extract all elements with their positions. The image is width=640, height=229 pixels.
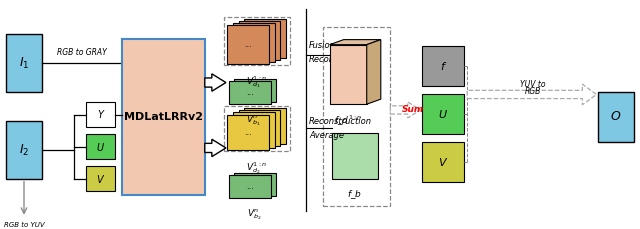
Text: $f$: $f$ [440, 60, 447, 72]
Text: $f\_b$: $f\_b$ [347, 188, 362, 201]
Polygon shape [205, 139, 226, 157]
Text: Reconstruction: Reconstruction [309, 55, 372, 64]
Bar [332, 133, 378, 179]
Bar [244, 19, 286, 58]
Bar [86, 134, 115, 159]
Bar [227, 25, 269, 64]
Bar [323, 27, 390, 206]
Text: ...: ... [244, 40, 252, 49]
Text: MDLatLRRv2: MDLatLRRv2 [124, 112, 203, 122]
Text: ...: ... [244, 128, 252, 137]
Text: Average: Average [309, 131, 344, 140]
Text: RGB: RGB [525, 87, 541, 96]
Bar [86, 102, 115, 127]
Bar [239, 21, 280, 60]
Text: $V_{d_2}^{1:n}$: $V_{d_2}^{1:n}$ [246, 160, 268, 176]
Bar [233, 23, 275, 62]
Text: $V$: $V$ [96, 173, 106, 185]
Bar [422, 94, 464, 134]
Bar [239, 110, 280, 146]
Bar [224, 17, 290, 65]
Text: $V_{b_2}^{n}$: $V_{b_2}^{n}$ [246, 207, 261, 222]
Text: $I_1$: $I_1$ [19, 55, 29, 71]
Text: $O$: $O$ [611, 110, 621, 123]
Bar [422, 46, 464, 86]
Text: $Y$: $Y$ [97, 109, 105, 120]
Bar [122, 39, 205, 195]
Bar [233, 112, 275, 148]
Bar [234, 173, 276, 196]
Bar [598, 92, 634, 142]
Bar [6, 121, 42, 179]
Text: ...: ... [246, 182, 254, 191]
Text: Reconstruction: Reconstruction [309, 117, 372, 126]
Bar [6, 34, 42, 92]
Bar [234, 79, 276, 102]
Bar [244, 108, 286, 144]
Bar [229, 81, 271, 104]
Polygon shape [330, 45, 367, 104]
Text: Sum: Sum [402, 105, 424, 114]
Text: Fusion: Fusion [309, 41, 336, 50]
Bar [86, 166, 115, 191]
Polygon shape [205, 74, 226, 91]
Text: RGB to YUV: RGB to YUV [4, 222, 44, 228]
Text: $V_{b_1}^{n}$: $V_{b_1}^{n}$ [246, 113, 261, 128]
Text: $I_2$: $I_2$ [19, 142, 29, 158]
Polygon shape [367, 40, 381, 104]
Polygon shape [390, 102, 420, 118]
Bar [229, 175, 271, 198]
Text: YUV to: YUV to [520, 80, 545, 89]
Bar [422, 142, 464, 182]
Text: $V_{d_1}^{1:n}$: $V_{d_1}^{1:n}$ [246, 74, 268, 90]
Text: ...: ... [246, 88, 254, 97]
Polygon shape [467, 84, 596, 105]
Text: $U$: $U$ [97, 141, 105, 153]
Text: $V$: $V$ [438, 156, 449, 168]
Bar [224, 106, 290, 151]
Text: $U$: $U$ [438, 108, 448, 120]
Text: $f\_d^{1:n}$: $f\_d^{1:n}$ [334, 113, 362, 128]
Text: RGB to GRAY: RGB to GRAY [57, 48, 106, 57]
Bar [227, 114, 269, 150]
Polygon shape [330, 40, 381, 45]
